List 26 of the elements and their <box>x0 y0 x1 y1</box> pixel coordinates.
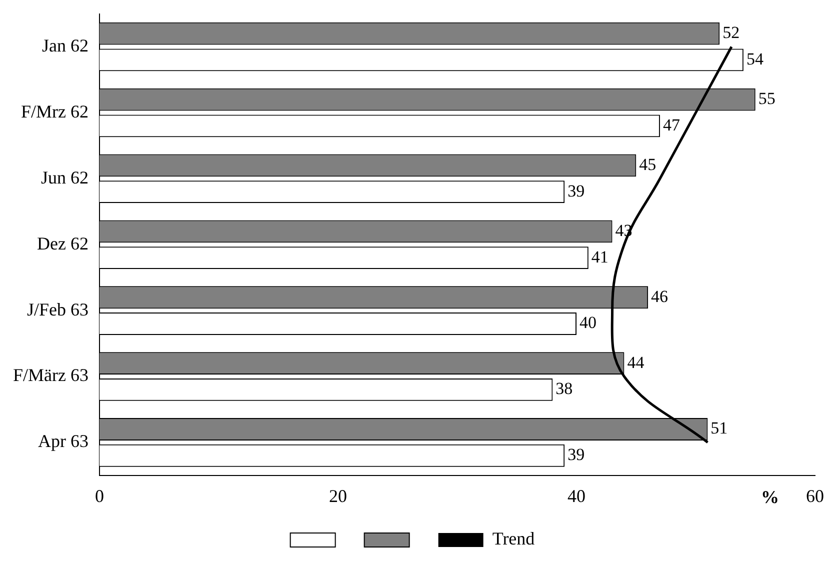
y-tick-label: F/März 63 <box>12 365 88 386</box>
y-tick-label: Dez 62 <box>37 233 88 254</box>
x-axis-title: % <box>761 487 779 508</box>
y-tick-label: J/Feb 63 <box>26 299 88 320</box>
data-label: 55 <box>758 88 776 108</box>
y-tick-label: Jun 62 <box>40 167 88 188</box>
data-label: 52 <box>722 23 740 42</box>
x-tick-label: 40 <box>567 486 586 506</box>
data-label: 38 <box>556 379 573 398</box>
data-label: 41 <box>591 247 608 266</box>
data-label: 51 <box>710 418 728 438</box>
data-label: 47 <box>662 115 680 134</box>
data-label: 44 <box>627 352 645 372</box>
data-label: 39 <box>568 445 585 464</box>
data-label: 46 <box>651 286 668 306</box>
x-tick-label: 20 <box>328 486 347 506</box>
legend-label: Trend <box>492 528 535 549</box>
y-tick-label: Apr 63 <box>38 431 88 452</box>
data-label: 45 <box>639 154 656 174</box>
data-label: 39 <box>568 181 585 200</box>
data-label: 40 <box>579 313 596 332</box>
x-tick-label: 60 <box>806 486 824 506</box>
x-tick-label: 0 <box>94 486 104 506</box>
data-label: 54 <box>746 49 764 68</box>
y-tick-label: F/Mrz 62 <box>20 101 88 122</box>
y-tick-label: Jan 62 <box>42 36 88 56</box>
